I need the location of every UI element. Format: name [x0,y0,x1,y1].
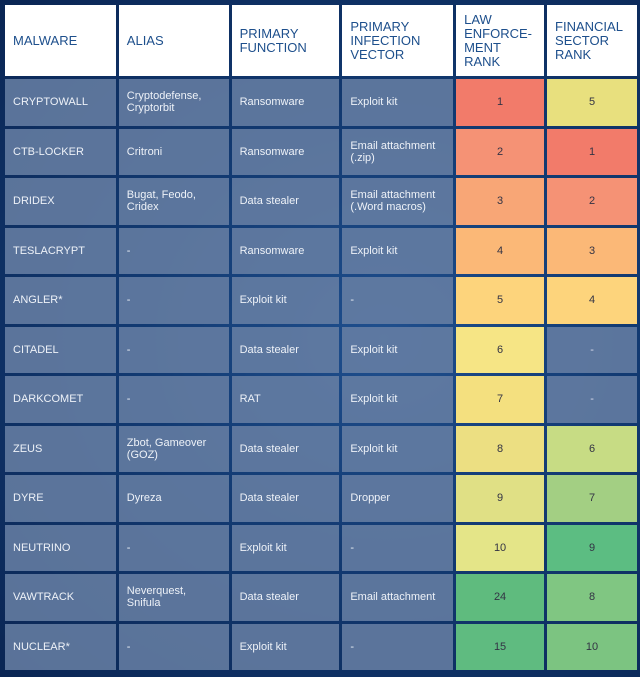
header-alias: ALIAS [118,5,229,76]
financial-sector-rank-cell: 6 [547,425,637,472]
primary-function-cell: Ransomware [231,227,340,274]
law-enforcement-rank-cell: 4 [456,227,545,274]
primary-function-cell: Data stealer [231,326,340,373]
table-row: CRYPTOWALL Cryptodefense, Cryptorbit Ranso… [5,79,637,126]
primary-function-cell: Data stealer [231,425,340,472]
primary-function-cell: Exploit kit [231,277,340,324]
malware-name: NUCLEAR* [5,623,116,670]
financial-sector-rank-cell: 4 [547,277,637,324]
financial-sector-rank-cell: 1 [547,128,637,175]
financial-sector-rank-cell: 8 [547,574,637,621]
header-infection-vector: PRIMARY INFECTION VECTOR [342,5,454,76]
header-law-enforcement-rank: LAW ENFORCE-MENT RANK [456,5,545,76]
law-enforcement-rank-cell: 7 [456,376,545,423]
primary-function-cell: Ransomware [231,79,340,126]
alias-cell: - [118,326,229,373]
financial-sector-rank-cell: 10 [547,623,637,670]
primary-function-cell: Ransomware [231,128,340,175]
infection-vector-cell: - [342,524,454,571]
malware-name: TESLACRYPT [5,227,116,274]
law-enforcement-rank-cell: 9 [456,475,545,522]
table-row: DARKCOMET - RAT Exploit kit 7- [5,376,637,423]
table-row: VAWTRACK Neverquest, Snifula Data stealer E… [5,574,637,621]
financial-sector-rank-cell: 5 [547,79,637,126]
infection-vector-cell: Dropper [342,475,454,522]
table-row: ANGLER* - Exploit kit -5 4 [5,277,637,324]
financial-sector-rank-cell: - [547,326,637,373]
primary-function-cell: RAT [231,376,340,423]
infection-vector-cell: Exploit kit [342,227,454,274]
infection-vector-cell: - [342,277,454,324]
alias-cell: - [118,376,229,423]
header-row: MALWARE ALIAS PRIMARY FUNCTION PRIMARY I… [5,5,637,76]
table-row: TESLACRYPT - Ransomware Exploit kit 4 3 [5,227,637,274]
law-enforcement-rank-cell: 10 [456,524,545,571]
law-enforcement-rank-cell: 5 [456,277,545,324]
law-enforcement-rank-cell: 8 [456,425,545,472]
malware-name: ZEUS [5,425,116,472]
malware-name: NEUTRINO [5,524,116,571]
malware-name: DRIDEX [5,178,116,225]
financial-sector-rank-cell: 7 [547,475,637,522]
table-row: DRIDEX Bugat, Feodo, Cridex Data stealer Em… [5,178,637,225]
alias-cell: - [118,277,229,324]
alias-cell: Neverquest, Snifula [118,574,229,621]
malware-name: CITADEL [5,326,116,373]
infection-vector-cell: Exploit kit [342,425,454,472]
table-row: DYRE Dyreza Data stealer Dropper 9 7 [5,475,637,522]
malware-name: VAWTRACK [5,574,116,621]
infection-vector-cell: Email attachment (.zip) [342,128,454,175]
law-enforcement-rank-cell: 3 [456,178,545,225]
law-enforcement-rank-cell: 1 [456,79,545,126]
alias-cell: Dyreza [118,475,229,522]
law-enforcement-rank-cell: 15 [456,623,545,670]
table-row: CITADEL - Data stealer Exploit kit 6- [5,326,637,373]
primary-function-cell: Data stealer [231,574,340,621]
alias-cell: - [118,623,229,670]
header-financial-sector-rank: FINANCIAL SECTOR RANK [547,5,637,76]
alias-cell: Cryptodefense, Cryptorbit [118,79,229,126]
alias-cell: - [118,524,229,571]
alias-cell: Critroni [118,128,229,175]
table-row: CTB-LOCKER Critroni Ransomware Email attach… [5,128,637,175]
alias-cell: Zbot, Gameover (GOZ) [118,425,229,472]
financial-sector-rank-cell: - [547,376,637,423]
financial-sector-rank-cell: 2 [547,178,637,225]
malware-name: CRYPTOWALL [5,79,116,126]
malware-name: CTB-LOCKER [5,128,116,175]
table-row: NEUTRINO - Exploit kit -10 9 [5,524,637,571]
infection-vector-cell: Exploit kit [342,79,454,126]
law-enforcement-rank-cell: 2 [456,128,545,175]
financial-sector-rank-cell: 3 [547,227,637,274]
header-malware: MALWARE [5,5,116,76]
primary-function-cell: Data stealer [231,475,340,522]
infection-vector-cell: Email attachment [342,574,454,621]
malware-name: ANGLER* [5,277,116,324]
header-primary-function: PRIMARY FUNCTION [231,5,340,76]
table-row: ZEUS Zbot, Gameover (GOZ) Data stealer Expl… [5,425,637,472]
infection-vector-cell: Email attachment (.Word macros) [342,178,454,225]
infection-vector-cell: Exploit kit [342,376,454,423]
infection-vector-cell: Exploit kit [342,326,454,373]
law-enforcement-rank-cell: 24 [456,574,545,621]
alias-cell: - [118,227,229,274]
primary-function-cell: Exploit kit [231,524,340,571]
financial-sector-rank-cell: 9 [547,524,637,571]
malware-name: DYRE [5,475,116,522]
malware-name: DARKCOMET [5,376,116,423]
primary-function-cell: Exploit kit [231,623,340,670]
primary-function-cell: Data stealer [231,178,340,225]
table-row: NUCLEAR* - Exploit kit -15 10 [5,623,637,670]
alias-cell: Bugat, Feodo, Cridex [118,178,229,225]
infection-vector-cell: - [342,623,454,670]
law-enforcement-rank-cell: 6 [456,326,545,373]
